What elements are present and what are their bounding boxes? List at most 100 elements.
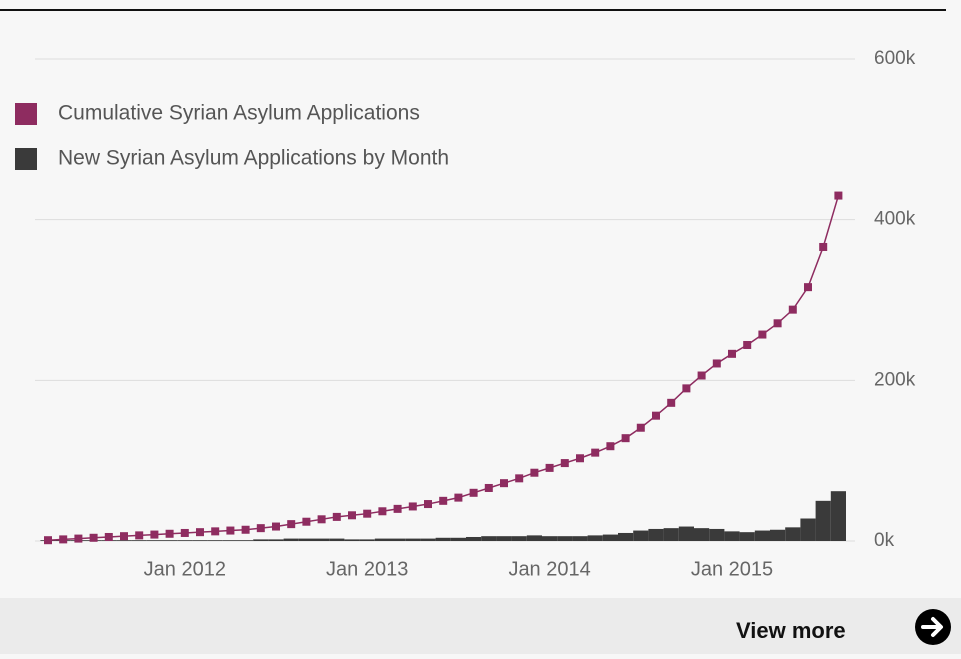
bar	[298, 538, 314, 541]
view-more-link[interactable]: View more	[736, 618, 846, 643]
bar	[177, 540, 193, 541]
point	[165, 529, 174, 538]
y-tick-label: 400k	[874, 209, 916, 230]
point	[560, 459, 569, 468]
bar	[633, 530, 649, 541]
point	[743, 340, 752, 349]
footer-bar	[0, 598, 961, 654]
bar	[420, 538, 436, 541]
bar	[359, 539, 375, 541]
x-tick-label: Jan 2014	[508, 558, 590, 580]
y-tick-label: 0k	[874, 530, 895, 551]
bar	[785, 527, 801, 541]
bar	[283, 538, 299, 541]
y-tick-label: 600k	[874, 48, 916, 69]
point	[104, 532, 113, 541]
bar	[405, 538, 421, 541]
point	[287, 520, 296, 529]
point	[530, 468, 539, 477]
bar	[602, 534, 618, 541]
bar	[830, 491, 846, 541]
bar	[815, 500, 831, 541]
bar	[618, 532, 634, 541]
point	[697, 371, 706, 380]
legend-label: Cumulative Syrian Asylum Applications	[58, 102, 420, 125]
bar	[238, 540, 254, 541]
bar	[663, 528, 679, 541]
bar	[557, 536, 573, 541]
point	[89, 533, 98, 542]
point	[135, 531, 144, 540]
legend-label: New Syrian Asylum Applications by Month	[58, 147, 449, 170]
bar	[450, 537, 466, 541]
bar	[162, 540, 178, 541]
bar	[131, 540, 147, 541]
point	[606, 442, 615, 451]
bar	[526, 535, 542, 541]
y-tick-label: 200k	[874, 369, 916, 390]
point	[712, 359, 721, 368]
point	[408, 502, 417, 511]
point	[272, 522, 280, 531]
point	[819, 242, 828, 251]
point	[332, 512, 341, 521]
bar	[253, 539, 269, 541]
point	[424, 500, 432, 509]
point	[636, 423, 645, 432]
point	[211, 527, 220, 536]
point	[256, 524, 265, 533]
point	[788, 305, 797, 314]
point	[682, 384, 691, 393]
bar	[754, 530, 770, 541]
point	[226, 526, 235, 535]
point	[439, 496, 448, 505]
arrow-icon[interactable]	[915, 609, 951, 645]
point	[591, 448, 600, 457]
bar	[374, 538, 390, 541]
point	[393, 504, 402, 513]
bar	[466, 536, 482, 541]
bar	[435, 537, 451, 541]
bar	[344, 539, 360, 541]
bar	[329, 538, 345, 541]
bar	[587, 535, 603, 541]
point	[484, 483, 493, 492]
bar	[694, 528, 710, 541]
x-tick-label: Jan 2012	[144, 558, 226, 580]
legend-swatch	[15, 148, 37, 170]
bar	[390, 538, 406, 541]
bar	[542, 536, 558, 541]
point	[469, 488, 478, 497]
point	[348, 511, 356, 520]
point	[196, 528, 204, 537]
bar	[496, 536, 512, 541]
bar	[678, 526, 694, 541]
plot: 0k 200k 400k 600k Jan 2012 Jan 2013 Jan 2014 Ja…	[15, 48, 916, 580]
point	[120, 532, 128, 541]
point	[378, 507, 387, 516]
point	[500, 479, 508, 488]
point	[834, 191, 843, 200]
bar	[709, 528, 725, 541]
point	[667, 398, 676, 407]
point	[728, 349, 736, 358]
bar	[207, 540, 223, 541]
point	[454, 493, 463, 502]
bar	[222, 540, 238, 541]
point	[317, 515, 326, 524]
point	[44, 536, 52, 545]
point	[363, 509, 372, 518]
point	[150, 530, 159, 539]
bar	[511, 536, 527, 541]
bar	[268, 539, 284, 541]
bar	[739, 532, 755, 541]
bar	[481, 536, 497, 541]
point	[652, 411, 660, 420]
bar	[770, 529, 786, 541]
bar	[116, 540, 132, 541]
point	[59, 535, 68, 544]
point	[515, 474, 524, 483]
point	[576, 454, 584, 463]
